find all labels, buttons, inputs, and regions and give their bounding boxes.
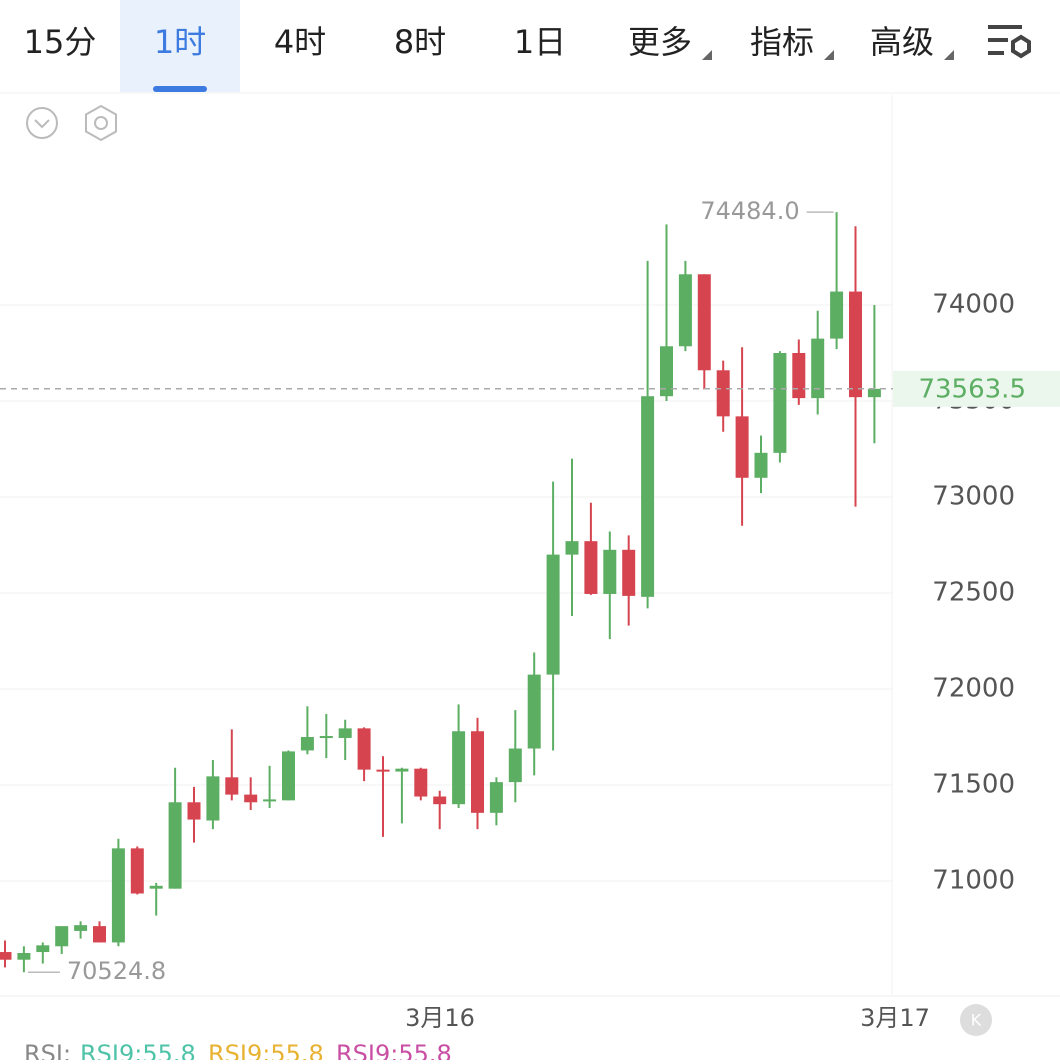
x-tick-label: 3月16 bbox=[405, 1004, 475, 1032]
collapse-icon[interactable] bbox=[26, 107, 58, 139]
x-tick-label: 3月17 bbox=[860, 1004, 930, 1032]
candle-body bbox=[584, 541, 598, 594]
high-label: 74484.0 bbox=[700, 197, 799, 225]
settings-hex-center bbox=[94, 116, 108, 130]
candle-body bbox=[697, 274, 711, 371]
candle-body bbox=[622, 549, 636, 596]
candle-body bbox=[830, 291, 844, 339]
candle-body bbox=[93, 926, 106, 943]
current-price-box bbox=[893, 370, 1060, 407]
candle-body bbox=[754, 452, 768, 478]
collapse-arrow bbox=[34, 119, 50, 129]
candle-body bbox=[603, 549, 617, 594]
dropdown-marker bbox=[824, 50, 834, 60]
tab[interactable]: 更多 bbox=[628, 23, 692, 61]
candle-body bbox=[433, 796, 447, 805]
candle-body bbox=[792, 353, 806, 399]
selected-tab-underline bbox=[153, 86, 207, 92]
candle-body bbox=[111, 848, 125, 943]
candle-body bbox=[414, 768, 428, 797]
candle-body bbox=[527, 674, 541, 749]
candle-body bbox=[849, 291, 862, 398]
candle-body bbox=[867, 388, 881, 398]
reset-icon-glyph: K bbox=[971, 1011, 982, 1030]
candle-body bbox=[168, 802, 182, 889]
candle-body bbox=[811, 338, 825, 399]
candle-body bbox=[773, 353, 787, 453]
candle-body bbox=[735, 416, 749, 478]
candle-body bbox=[263, 799, 277, 802]
candle-body bbox=[508, 748, 522, 783]
candle-body bbox=[130, 848, 144, 894]
settings-icon[interactable] bbox=[988, 25, 1031, 59]
candle-body bbox=[244, 794, 258, 803]
candle-body bbox=[376, 769, 390, 772]
tab[interactable]: 1日 bbox=[514, 23, 566, 61]
candle-body bbox=[546, 554, 560, 675]
candle-body bbox=[489, 782, 503, 813]
candle-body bbox=[206, 776, 220, 821]
settings-hex-icon[interactable] bbox=[85, 104, 117, 142]
dropdown-marker bbox=[944, 50, 954, 60]
candle-body bbox=[300, 737, 314, 751]
candle-body bbox=[149, 885, 163, 889]
candle-body bbox=[187, 802, 201, 820]
y-tick-label: 72000 bbox=[932, 674, 1015, 704]
indicator-value: RSI9:55.8 bbox=[80, 1040, 196, 1060]
candle-body bbox=[282, 751, 295, 801]
candle-body bbox=[357, 728, 371, 770]
candle-body bbox=[452, 731, 466, 805]
candle-body bbox=[0, 952, 12, 960]
dropdown-marker bbox=[702, 50, 712, 60]
candle-body bbox=[471, 731, 484, 813]
tab[interactable]: 指标 bbox=[750, 23, 814, 61]
y-tick-label: 73000 bbox=[932, 482, 1015, 512]
candle-body bbox=[17, 953, 31, 960]
candle-body bbox=[319, 736, 333, 739]
candle-body bbox=[678, 274, 692, 347]
y-tick-label: 74000 bbox=[932, 290, 1015, 320]
tab[interactable]: 8时 bbox=[394, 23, 446, 61]
tab[interactable]: 4时 bbox=[274, 23, 326, 61]
candle-body bbox=[74, 925, 88, 931]
y-tick-label: 71000 bbox=[932, 866, 1015, 896]
candle-body bbox=[225, 777, 239, 795]
indicator-name: RSI: bbox=[24, 1040, 71, 1060]
tab[interactable]: 1时 bbox=[154, 23, 206, 61]
candle-body bbox=[716, 370, 730, 417]
candle-body bbox=[55, 926, 69, 947]
y-tick-label: 72500 bbox=[932, 578, 1015, 608]
candle-body bbox=[660, 346, 673, 397]
candle-body bbox=[565, 541, 579, 555]
selected-tab-bg bbox=[120, 0, 240, 92]
tab[interactable]: 15分 bbox=[24, 23, 97, 61]
candle-body bbox=[338, 728, 352, 738]
candle-body bbox=[36, 945, 50, 953]
indicator-value: RSI9:55.8 bbox=[336, 1040, 452, 1060]
candle-body bbox=[641, 396, 655, 597]
indicator-value: RSI9:55.8 bbox=[208, 1040, 324, 1060]
current-price-label: 73563.5 bbox=[918, 374, 1026, 404]
reset-icon[interactable] bbox=[960, 1004, 992, 1036]
y-tick-label: 71500 bbox=[932, 770, 1015, 800]
low-label: 70524.8 bbox=[67, 957, 166, 985]
candle-body bbox=[395, 768, 409, 772]
tab[interactable]: 高级 bbox=[870, 23, 934, 61]
